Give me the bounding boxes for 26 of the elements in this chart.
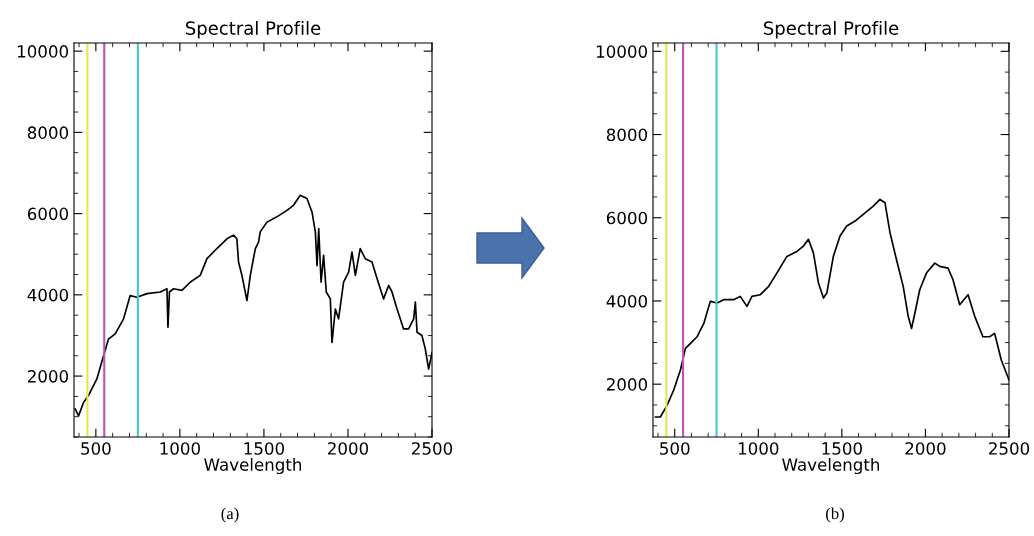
y-tick-label: 2000 [606, 378, 648, 391]
y-tick-label: 8000 [27, 126, 69, 139]
x-axis-title: Wavelength [204, 457, 302, 475]
y-tick-label: 10000 [596, 45, 648, 58]
y-tick-label: 6000 [606, 211, 648, 225]
x-tick-label: 2000 [327, 442, 369, 455]
x-tick-label: 2500 [989, 442, 1030, 455]
x-tick-label: 2000 [905, 442, 946, 455]
text: (b) [826, 507, 844, 523]
text: (a) [221, 507, 239, 523]
y-tick-label: 4000 [27, 288, 69, 302]
chart-title: Spectral Profile [185, 20, 321, 39]
chart-title: Spectral Profile [763, 20, 899, 39]
x-tick-label: 1000 [160, 442, 200, 455]
x-tick-label: 1500 [822, 442, 862, 455]
x-tick-label: 2500 [412, 442, 453, 455]
x-tick-label: 500 [660, 442, 690, 455]
x-axis-title: Wavelength [782, 457, 880, 475]
x-tick-label: 1500 [244, 442, 285, 455]
x-tick-label: 500 [81, 442, 111, 455]
y-tick-label: 8000 [606, 128, 648, 142]
y-tick-label: 6000 [27, 207, 69, 221]
y-tick-label: 10000 [17, 45, 69, 58]
y-tick-label: 2000 [27, 370, 69, 383]
x-tick-label: 1000 [738, 442, 779, 455]
y-tick-label: 4000 [606, 294, 648, 308]
